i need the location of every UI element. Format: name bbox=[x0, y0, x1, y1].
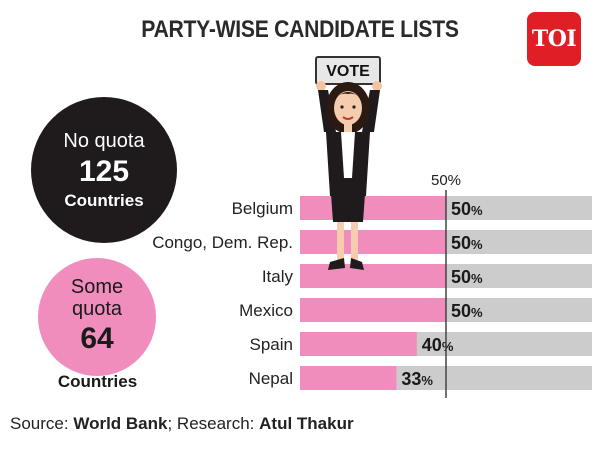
category-label: Italy bbox=[262, 267, 294, 286]
bar bbox=[300, 298, 446, 322]
left-shoe bbox=[328, 258, 345, 270]
category-label: Mexico bbox=[239, 301, 293, 320]
bar bbox=[300, 332, 417, 356]
bar bbox=[300, 230, 446, 254]
source-name: World Bank bbox=[73, 414, 168, 433]
some-quota-bubble: Some quota 64 bbox=[38, 258, 156, 376]
researcher-name: Atul Thakur bbox=[259, 414, 354, 433]
some-quota-label-line1: Some bbox=[70, 276, 124, 298]
reference-line-label: 50% bbox=[431, 172, 461, 189]
value-label: 50% bbox=[451, 199, 483, 219]
value-label: 50% bbox=[451, 267, 483, 287]
right-hand bbox=[372, 81, 382, 91]
no-quota-unit: Countries bbox=[64, 190, 144, 210]
value-label: 50% bbox=[451, 233, 483, 253]
category-label: Nepal bbox=[249, 369, 293, 388]
category-label: Congo, Dem. Rep. bbox=[152, 233, 293, 252]
skirt bbox=[331, 194, 365, 222]
overlay-layer: Belgium 50% Congo, Dem. Rep. 50% Italy 50% Mex… bbox=[152, 172, 483, 398]
category-label: Belgium bbox=[232, 199, 293, 218]
some-quota-unit: Countries bbox=[57, 372, 138, 391]
bar bbox=[300, 196, 446, 220]
face bbox=[334, 91, 362, 125]
chart-title: PARTY-WISE CANDIDATE LISTS bbox=[141, 16, 459, 43]
left-hand bbox=[316, 81, 326, 91]
some-quota-count: 64 bbox=[80, 322, 114, 355]
value-label: 50% bbox=[451, 301, 483, 321]
right-shoe bbox=[350, 258, 364, 270]
no-quota-label: No quota bbox=[63, 129, 145, 152]
shirt bbox=[341, 132, 355, 178]
vote-sign-text: VOTE bbox=[326, 63, 370, 80]
source-line: Source: World Bank; Research: Atul Thaku… bbox=[10, 414, 354, 434]
left-leg bbox=[337, 222, 344, 260]
bar bbox=[300, 264, 446, 288]
toi-logo: TOI bbox=[527, 12, 581, 66]
category-label: Spain bbox=[250, 335, 293, 354]
source-prefix: Source: bbox=[10, 414, 69, 433]
right-leg bbox=[351, 222, 358, 260]
no-quota-count: 125 bbox=[78, 154, 130, 188]
some-quota-label-line2: quota bbox=[71, 298, 123, 320]
bar bbox=[300, 366, 397, 390]
value-label: 33% bbox=[401, 369, 433, 389]
no-quota-bubble: No quota 125 Countries bbox=[31, 97, 177, 243]
research-prefix: ; Research: bbox=[167, 414, 255, 433]
woman-figure-illustration: VOTE bbox=[315, 56, 382, 270]
